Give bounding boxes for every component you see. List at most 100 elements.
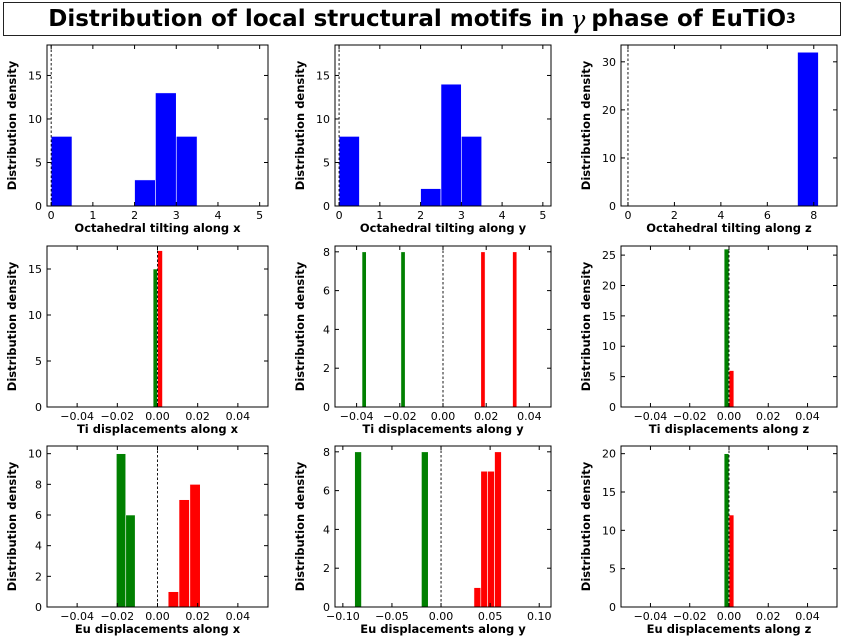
- bar-series1-3: [440, 83, 462, 207]
- chart-panel-9: −0.04 −0.02 0.00 0.02 0.04 0 5 10 15 20 Eu displac…: [579, 445, 838, 636]
- y-tick-label: 10: [602, 524, 616, 537]
- x-tick-label: −0.04: [634, 610, 668, 623]
- x-tick-label: −0.10: [326, 610, 360, 623]
- title-subscript: 3: [786, 11, 796, 27]
- y-tick-label: 0: [35, 401, 42, 414]
- x-tick-label: 0.00: [431, 410, 456, 423]
- y-tick-label: 20: [602, 448, 616, 461]
- y-tick-label: 5: [323, 156, 330, 169]
- bar-series1-1: [354, 451, 362, 608]
- chart-panel-7: −0.04 −0.02 0.00 0.02 0.04 0 2 4 6 8 10 Eu displace…: [5, 445, 269, 636]
- y-tick-label: 15: [28, 263, 42, 276]
- x-tick-label: 0: [624, 209, 631, 222]
- y-tick-label: 4: [35, 540, 42, 553]
- y-tick-label: 15: [28, 69, 42, 82]
- bar-series1-1: [361, 251, 367, 408]
- title-suffix: phase of EuTiO: [591, 6, 786, 32]
- x-axis-label: Eu displacements along z: [647, 622, 812, 636]
- bar-series1-1: [723, 248, 730, 408]
- x-axis-label: Ti displacements along x: [77, 422, 239, 436]
- x-tick-label: −0.02: [673, 610, 707, 623]
- chart-panel-6: −0.04 −0.02 0.00 0.02 0.04 0 5 10 15 20 25 Ti displ…: [579, 245, 838, 436]
- x-tick-label: 0.02: [185, 410, 210, 423]
- x-axis-label: Octahedral tilting along y: [360, 221, 527, 235]
- x-tick-label: 0: [48, 209, 55, 222]
- chart-panel-5: −0.04 −0.02 0.00 0.02 0.04 0 2 4 6 8 Ti displaceme…: [293, 245, 552, 436]
- bar-series1-1: [338, 136, 360, 207]
- x-tick-label: 0.00: [145, 610, 170, 623]
- y-axis-label: Distribution density: [293, 60, 307, 190]
- x-tick-label: −0.04: [60, 610, 94, 623]
- bar-series2-1: [728, 370, 735, 408]
- x-tick-label: 0.04: [226, 610, 251, 623]
- bar-series1-3: [155, 92, 177, 207]
- y-tick-label: 10: [602, 152, 616, 165]
- x-axis-label: Ti displacements along z: [649, 422, 810, 436]
- x-tick-label: 0.00: [429, 610, 454, 623]
- chart-panel-2: 0 1 2 3 4 5 0 5 10 15 Octahedral tilting along y Di…: [293, 44, 552, 235]
- bar-series1-1: [152, 268, 158, 408]
- x-tick-label: 2: [131, 209, 138, 222]
- x-tick-label: 0.00: [145, 410, 170, 423]
- x-tick-label: −0.02: [673, 410, 707, 423]
- x-tick-label: 3: [173, 209, 180, 222]
- y-tick-label: 20: [602, 104, 616, 117]
- y-tick-label: 6: [323, 285, 330, 298]
- bar-series1-4: [461, 136, 483, 207]
- x-tick-label: 0.04: [795, 610, 820, 623]
- bar-series2-3: [189, 484, 201, 608]
- bar-series1-4: [175, 136, 198, 207]
- x-tick-label: 5: [256, 209, 263, 222]
- y-tick-label: 0: [323, 601, 330, 614]
- x-axis-label: Octahedral tilting along x: [74, 221, 241, 235]
- x-tick-label: 0.00: [717, 610, 742, 623]
- x-tick-label: 6: [764, 209, 771, 222]
- title-gamma-symbol: γ: [570, 4, 586, 34]
- y-axis-label: Distribution density: [293, 461, 307, 591]
- x-tick-label: −0.04: [340, 410, 374, 423]
- y-tick-label: 6: [323, 485, 330, 498]
- y-tick-label: 2: [323, 562, 330, 575]
- y-axis-label: Distribution density: [5, 461, 19, 591]
- bar-series1-1: [723, 453, 730, 608]
- x-tick-label: −0.05: [375, 610, 409, 623]
- chart-panel-8: −0.10 −0.05 0.00 0.05 0.10 0 2 4 6 8 Eu displaceme…: [293, 445, 552, 636]
- y-axis-label: Distribution density: [579, 261, 593, 391]
- y-axis-label: Distribution density: [5, 261, 19, 391]
- x-tick-label: 1: [89, 209, 96, 222]
- title-prefix: Distribution of local structural motifs …: [48, 6, 565, 32]
- bar-series2-4: [494, 451, 502, 608]
- x-tick-label: 4: [717, 209, 724, 222]
- x-tick-label: 0.02: [474, 410, 499, 423]
- x-tick-label: 0.04: [517, 410, 542, 423]
- y-tick-label: 30: [602, 56, 616, 69]
- y-tick-label: 10: [28, 309, 42, 322]
- chart-panel-3: 0 2 4 6 8 0 10 20 30 Octahedral tilting along z Di…: [579, 44, 838, 235]
- chart-panel-4: −0.04 −0.02 0.00 0.02 0.04 0 5 10 15 Ti displacem…: [5, 245, 269, 436]
- plot-frame: [334, 44, 552, 207]
- y-tick-label: 15: [602, 486, 616, 499]
- bar-series2-3: [487, 470, 495, 608]
- y-tick-label: 0: [609, 601, 616, 614]
- bar-series2-2: [512, 251, 518, 408]
- y-tick-label: 8: [323, 446, 330, 459]
- x-tick-label: 2: [417, 209, 424, 222]
- y-tick-label: 4: [323, 523, 330, 536]
- y-tick-label: 5: [35, 355, 42, 368]
- y-tick-label: 5: [35, 156, 42, 169]
- bar-series2-1: [157, 250, 163, 408]
- y-tick-label: 0: [35, 200, 42, 213]
- x-tick-label: 1: [376, 209, 383, 222]
- x-tick-label: 0.10: [527, 610, 552, 623]
- bar-series2-1: [480, 251, 486, 408]
- x-tick-label: −0.04: [60, 410, 94, 423]
- bar-series2-2: [480, 470, 488, 608]
- y-axis-label: Distribution density: [5, 60, 19, 190]
- x-tick-label: 5: [539, 209, 546, 222]
- bar-series1-2: [420, 188, 442, 207]
- x-tick-label: 0.02: [756, 610, 781, 623]
- y-tick-label: 20: [602, 279, 616, 292]
- x-axis-label: Ti displacements along y: [362, 422, 524, 436]
- x-axis-label: Eu displacements along x: [75, 622, 241, 636]
